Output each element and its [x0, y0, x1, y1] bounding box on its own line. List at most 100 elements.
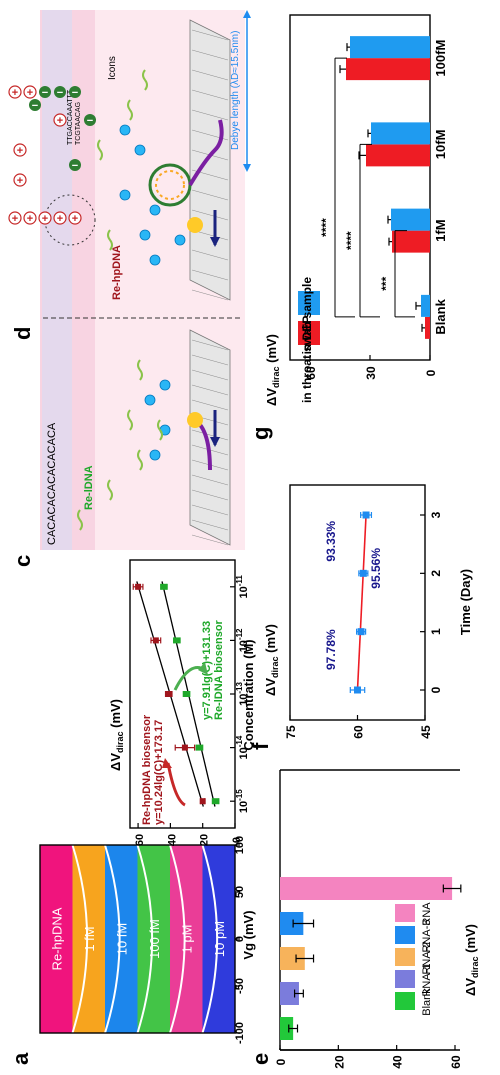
a-layer-3	[137, 845, 170, 1033]
svg-text:+: +	[57, 213, 63, 225]
b-point-1-4	[160, 583, 167, 590]
b-point-1-2	[183, 691, 190, 697]
a-curve-5	[201, 844, 219, 1034]
cation-6	[13, 143, 27, 157]
e-legend-swatch-RNA-3	[395, 926, 415, 944]
g-bar-1fM-1	[391, 208, 430, 231]
f-ytick-1: 60	[352, 725, 366, 739]
svg-text:−: −	[32, 100, 38, 112]
cation-9	[23, 85, 37, 99]
b-ytick-3: 60	[134, 834, 146, 846]
panel-label-e: e	[248, 1053, 273, 1065]
anion-0	[39, 86, 51, 98]
panel-e-xlabel: ΔVdirac (mV)	[463, 924, 480, 996]
a-tick-1: -50	[234, 978, 246, 994]
b-point-0-1	[181, 744, 188, 751]
rna-strand-4	[107, 479, 113, 501]
cation-3	[53, 211, 67, 225]
g-legend-swatch-1	[298, 291, 320, 315]
g-significance-0: ***	[379, 276, 393, 290]
f-point-1	[357, 628, 365, 636]
graphene-sheet-1	[189, 19, 231, 301]
b-point-0-0	[199, 798, 206, 805]
e-xtick-2: 40	[391, 1055, 405, 1069]
rna-strand-6	[127, 99, 133, 121]
ion-blue-5	[149, 254, 161, 266]
svg-text:−: −	[87, 115, 93, 127]
a-layer-2	[105, 845, 138, 1033]
g-bar-Blank-0	[425, 316, 430, 339]
g-category-1fM: 1fM	[433, 219, 448, 241]
b-point-0-4	[135, 583, 142, 590]
a-layer-label-1: 1 fM	[82, 926, 97, 951]
series-label-l: Re-lDNA biosensor	[213, 619, 225, 720]
b-point-1-3	[173, 637, 180, 644]
g-category-100fM: 100fM	[433, 40, 448, 77]
svg-text:+: +	[12, 213, 18, 225]
ion-blue-6	[174, 234, 186, 246]
e-bar-Blank	[280, 1017, 294, 1040]
g-significance-2: ****	[319, 218, 333, 237]
panel-label-d: d	[10, 327, 35, 340]
g-bar-Blank-1	[421, 294, 430, 317]
g-ytick-1: 30	[364, 366, 378, 380]
panel-e: 0 20 40 60 ΔVdirac (mV) BlankRNA-1RNA-2RNA-…	[274, 769, 480, 1069]
e-legend-swatch-RNA-1	[395, 970, 415, 988]
g-category-10fM: 10fM	[433, 130, 448, 160]
ion-blue-c-3	[159, 379, 171, 391]
rna-strand-8	[97, 139, 103, 161]
e-bar-RNA-3	[280, 912, 304, 935]
rna-strand-0	[137, 449, 143, 471]
svg-text:+: +	[42, 213, 48, 225]
a-tick-4: 100	[234, 836, 246, 854]
e-legend-swatch-Blank	[395, 992, 415, 1010]
graphene-sheet-0	[189, 329, 231, 546]
panel-g-ylabel: ΔVdirac (mV)	[264, 334, 281, 406]
cation-7	[53, 113, 67, 127]
f-ytick-0: 75	[284, 725, 298, 739]
a-curve-3	[136, 844, 154, 1034]
b-point-0-2	[165, 691, 172, 697]
e-legend-label-RNA-1: RNA-1	[421, 963, 433, 996]
cation-2	[38, 211, 52, 225]
cation-4	[68, 211, 82, 225]
svg-text:+: +	[27, 213, 33, 225]
e-xtick-0: 0	[274, 1058, 288, 1065]
e-bar-RNA-2	[280, 947, 305, 970]
f-point-0	[354, 686, 361, 694]
ion-blue-4	[149, 204, 161, 216]
a-curve-4	[169, 844, 186, 1034]
b-ytick-1: 20	[199, 834, 211, 846]
anion-4	[69, 159, 81, 171]
cation-1	[23, 211, 37, 225]
rna-strand-3	[157, 419, 163, 441]
rna-strand-5	[77, 509, 83, 531]
b-ytick-2: 40	[166, 834, 178, 846]
hairpin-tail	[188, 119, 224, 187]
g-legend-label-1: in throat swab sample	[300, 277, 314, 403]
d-label: Re-hpDNA	[111, 245, 123, 300]
panel-cd-schematic: CACACACACACACACA Re-lDNA Re-hpDNA TTGACC…	[8, 10, 251, 550]
a-tick-3: 50	[234, 886, 246, 898]
svg-text:+: +	[17, 175, 23, 187]
b-point-1-0	[212, 798, 219, 805]
a-layer-label-3: 100 fM	[147, 919, 162, 959]
svg-text:−: −	[72, 87, 78, 99]
panel-label-a: a	[8, 1052, 33, 1065]
g-significance-1: ****	[344, 231, 358, 250]
rna-strand-9	[107, 229, 113, 251]
g-bar-100fM-1	[350, 36, 430, 59]
a-layer-label-2: 10 fM	[114, 923, 129, 956]
g-bar-10fM-1	[371, 122, 430, 145]
e-xtick-1: 20	[332, 1055, 346, 1069]
a-layer-label-5: 10 pM	[212, 921, 227, 957]
ion-blue-1	[119, 189, 131, 201]
svg-text:−: −	[72, 160, 78, 172]
f-trend-line	[356, 514, 367, 691]
f-xtick-1: 1	[429, 628, 443, 635]
ion-blue-c-0	[149, 449, 161, 461]
panel-b-xlabel: Concentration (M)	[241, 639, 256, 750]
